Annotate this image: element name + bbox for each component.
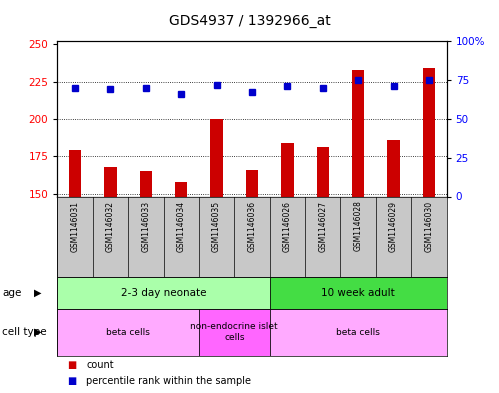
Bar	[69, 150, 81, 393]
Text: GSM1146028: GSM1146028	[354, 200, 363, 252]
Text: GSM1146030: GSM1146030	[425, 200, 434, 252]
Text: GSM1146033: GSM1146033	[141, 200, 150, 252]
Text: GSM1146026: GSM1146026	[283, 200, 292, 252]
Bar	[269, 309, 447, 356]
Text: ▶: ▶	[33, 327, 41, 337]
Bar	[57, 309, 199, 356]
Text: 10 week adult: 10 week adult	[321, 288, 395, 298]
Text: GSM1146035: GSM1146035	[212, 200, 221, 252]
Text: beta cells: beta cells	[106, 328, 150, 336]
Text: GSM1146036: GSM1146036	[248, 200, 256, 252]
Text: ■: ■	[67, 376, 77, 386]
Text: ▶: ▶	[33, 288, 41, 298]
Bar	[211, 119, 223, 393]
Bar	[199, 309, 269, 356]
Bar	[104, 167, 117, 393]
Bar	[281, 143, 293, 393]
Text: cell type: cell type	[2, 327, 47, 337]
Bar	[423, 68, 435, 393]
Text: GSM1146029: GSM1146029	[389, 200, 398, 252]
Text: non-endocrine islet
cells: non-endocrine islet cells	[191, 322, 278, 342]
Text: beta cells: beta cells	[336, 328, 380, 336]
Text: ■: ■	[67, 360, 77, 370]
Bar	[387, 140, 400, 393]
Text: count: count	[86, 360, 114, 370]
Bar	[269, 277, 447, 309]
Text: GSM1146032: GSM1146032	[106, 200, 115, 252]
Bar	[57, 277, 269, 309]
Text: GSM1146034: GSM1146034	[177, 200, 186, 252]
Bar	[246, 170, 258, 393]
Bar	[140, 171, 152, 393]
Text: percentile rank within the sample: percentile rank within the sample	[86, 376, 251, 386]
Text: 2-3 day neonate: 2-3 day neonate	[121, 288, 206, 298]
Bar	[352, 70, 364, 393]
Text: age: age	[2, 288, 22, 298]
Text: GSM1146031: GSM1146031	[70, 200, 79, 252]
Text: GDS4937 / 1392966_at: GDS4937 / 1392966_at	[169, 14, 330, 28]
Text: GSM1146027: GSM1146027	[318, 200, 327, 252]
Bar	[175, 182, 188, 393]
Bar	[316, 147, 329, 393]
